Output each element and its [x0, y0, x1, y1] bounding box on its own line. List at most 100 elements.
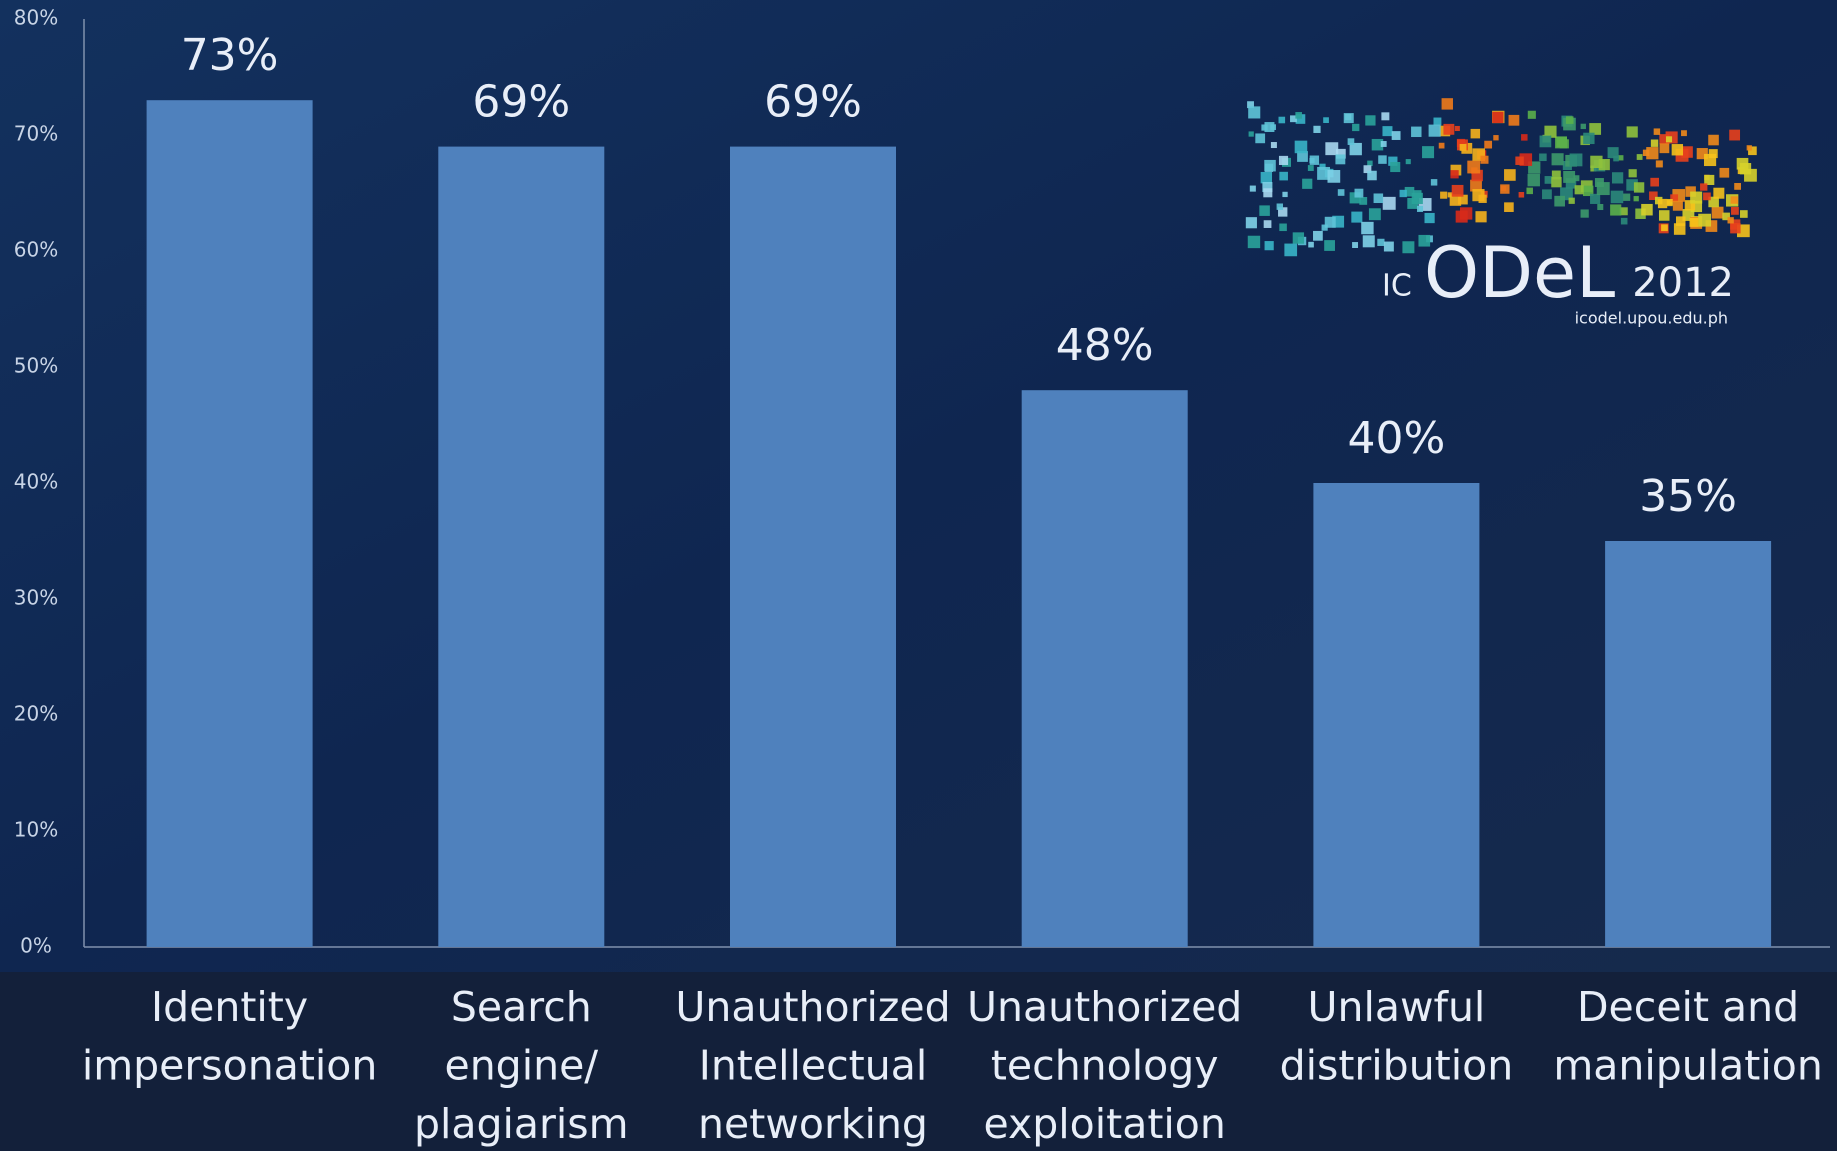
logo-square — [1259, 205, 1270, 216]
logo-square — [1598, 159, 1610, 171]
logo-square — [1377, 238, 1385, 246]
logo-square — [1276, 203, 1284, 210]
logo-square — [1610, 190, 1624, 204]
logo-square — [1371, 138, 1384, 151]
logo-square — [1739, 163, 1752, 175]
logo-square — [1527, 173, 1540, 187]
logo-square — [1565, 116, 1574, 124]
logo-square — [1359, 196, 1368, 205]
logo-square — [1383, 241, 1394, 252]
logo-square — [1492, 111, 1504, 124]
logo-square — [1405, 159, 1411, 165]
logo-mosaic — [1245, 98, 1757, 257]
logo-square — [1279, 223, 1287, 232]
logo-square — [1249, 185, 1256, 192]
logo-square — [1704, 174, 1715, 185]
logo-square — [1618, 155, 1624, 161]
logo-square — [1568, 197, 1575, 204]
logo-square — [1335, 148, 1346, 159]
logo-square — [1554, 195, 1565, 207]
x-tick-label: plagiarism — [414, 1100, 629, 1148]
logo-square — [1270, 142, 1277, 149]
logo-square — [1262, 182, 1273, 193]
logo-square — [1470, 179, 1482, 192]
y-tick-label: 10% — [14, 818, 58, 842]
logo-square — [1349, 192, 1361, 204]
logo-square — [1633, 182, 1645, 193]
logo-square — [1264, 159, 1276, 172]
bar — [146, 100, 313, 947]
logo-square — [1475, 211, 1487, 223]
logo-square — [1313, 125, 1321, 133]
logo-square — [1307, 165, 1314, 171]
logo-square — [1308, 241, 1314, 248]
logo-square — [1684, 200, 1696, 211]
logo-square — [1583, 185, 1594, 197]
logo-square — [1659, 134, 1670, 145]
logo-square — [1278, 207, 1288, 217]
logo-square — [1440, 191, 1448, 199]
x-tick-label: exploitation — [983, 1100, 1225, 1148]
value-label: 73% — [181, 30, 279, 81]
logo-square — [1740, 210, 1748, 218]
logo-square — [1590, 165, 1597, 172]
logo-square — [1321, 224, 1328, 231]
logo-square — [1362, 235, 1375, 248]
logo-square — [1641, 203, 1653, 216]
logo-square — [1689, 217, 1699, 227]
logo-square — [1351, 211, 1363, 223]
logo-square — [1633, 196, 1639, 202]
logo-square — [1428, 124, 1441, 137]
y-tick-label: 50% — [14, 354, 58, 378]
label-background — [0, 972, 1837, 1151]
logo-square — [1450, 170, 1459, 179]
logo-square — [1569, 153, 1583, 167]
logo-square — [1443, 123, 1455, 135]
logo-square — [1589, 123, 1602, 135]
logo-square — [1418, 234, 1431, 247]
logo-square — [1278, 155, 1289, 165]
logo-square — [1670, 194, 1679, 203]
logo-square — [1368, 208, 1381, 221]
bar — [730, 146, 896, 948]
logo-square — [1247, 101, 1254, 109]
logo-square — [1748, 146, 1757, 156]
logo-square — [1711, 206, 1724, 219]
logo-square — [1521, 134, 1528, 141]
logo-square — [1447, 192, 1453, 198]
logo-square — [1642, 149, 1650, 157]
logo-square — [1343, 113, 1354, 124]
logo-square — [1411, 192, 1423, 205]
logo-square — [1248, 131, 1254, 137]
logo-square — [1460, 207, 1473, 220]
logo-square — [1635, 208, 1646, 219]
logo-square — [1365, 115, 1376, 126]
logo-square — [1352, 123, 1360, 132]
y-tick-label: 40% — [14, 470, 58, 494]
y-tick-label: 60% — [14, 238, 58, 262]
logo-square — [1430, 179, 1438, 186]
x-tick-label: impersonation — [82, 1042, 378, 1090]
logo-square — [1493, 135, 1499, 141]
logo-square — [1459, 143, 1467, 151]
logo-square — [1544, 125, 1557, 138]
logo-square — [1480, 155, 1489, 164]
logo-square — [1580, 123, 1586, 130]
logo-square — [1590, 155, 1603, 169]
logo-square — [1583, 132, 1595, 145]
logo-square — [1559, 139, 1569, 149]
logo-square — [1263, 188, 1273, 198]
x-tick-label: distribution — [1280, 1042, 1514, 1090]
logo-square — [1626, 179, 1638, 191]
logo-square — [1665, 136, 1673, 143]
logo-square — [1508, 114, 1520, 126]
y-tick-label: 20% — [14, 702, 58, 726]
logo-square — [1563, 170, 1576, 183]
logo-square — [1352, 242, 1359, 248]
logo-square — [1422, 146, 1435, 159]
value-label: 40% — [1348, 413, 1446, 464]
logo-square — [1290, 115, 1297, 123]
logo-square — [1590, 193, 1601, 204]
logo-square — [1597, 204, 1604, 211]
